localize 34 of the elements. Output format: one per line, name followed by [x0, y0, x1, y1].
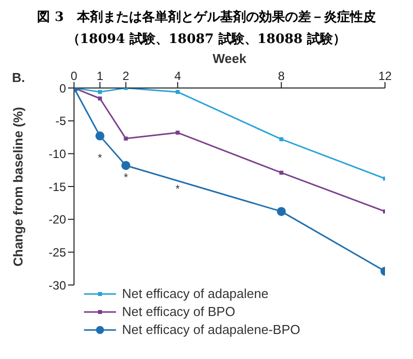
legend-label: Net efficacy of BPO	[122, 303, 236, 321]
point	[279, 170, 284, 175]
x-tick-label: 2	[122, 69, 130, 83]
y-tick-label: 0	[59, 81, 66, 96]
point	[98, 96, 102, 101]
point	[279, 137, 284, 142]
x-tick-label: 1	[96, 69, 104, 83]
y-axis-title: Change from baseline (%)	[10, 106, 26, 266]
x-tick-label: 4	[174, 69, 182, 83]
y-tick-label: -30	[48, 278, 66, 292]
point	[95, 131, 104, 140]
point	[121, 160, 130, 170]
y-tick-label: -10	[48, 146, 66, 161]
x-tick-label: 8	[278, 69, 285, 83]
annotation: *	[176, 183, 181, 196]
annotation: *	[98, 152, 103, 165]
y-tick-label: -20	[48, 212, 66, 227]
legend-label: Net efficacy of adapalene-BPO	[122, 321, 300, 339]
point	[124, 136, 128, 141]
x-tick-label: 12	[378, 69, 392, 83]
point	[98, 90, 102, 94]
annotation: *	[124, 172, 129, 184]
chart-subtitle: （18094 試験、18087 試験、18088 試験）	[66, 31, 348, 48]
point	[176, 90, 180, 94]
x-axis-title: Week	[212, 51, 248, 66]
point	[176, 130, 180, 135]
point	[276, 206, 286, 216]
y-tick-label: -15	[48, 180, 66, 194]
chart-title: 図 3 本剤または各単剤とゲル基剤の効果の差－炎症性皮	[36, 8, 377, 26]
x-tick-label: 0	[70, 69, 78, 83]
text: B.	[12, 70, 25, 85]
legend-label: Net efficacy of adapalene	[122, 285, 268, 303]
y-tick-label: -25	[48, 245, 66, 260]
y-tick-label: -5	[55, 114, 66, 128]
